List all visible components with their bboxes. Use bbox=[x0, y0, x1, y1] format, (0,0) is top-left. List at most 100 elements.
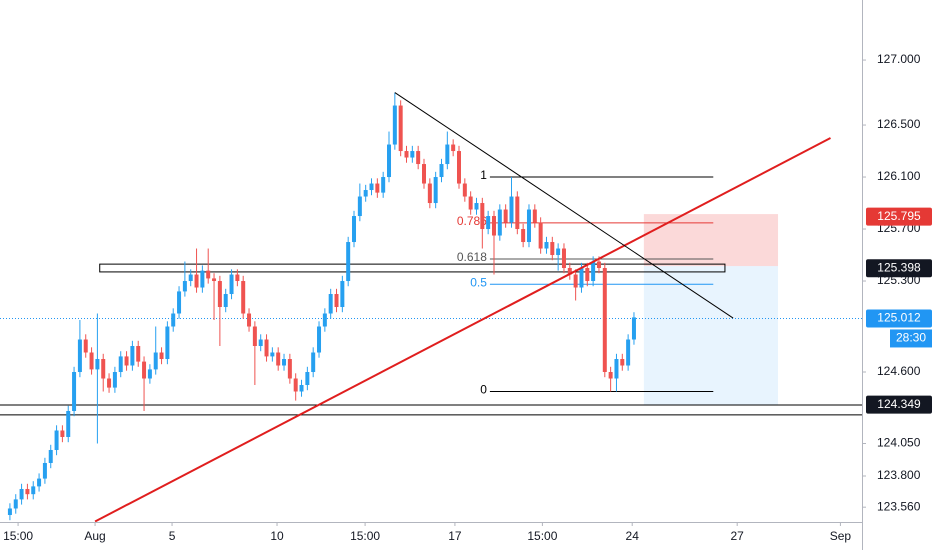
x-tick-label: Sep bbox=[830, 529, 852, 543]
candle-body bbox=[363, 190, 368, 197]
x-tick-label: 15:00 bbox=[527, 529, 557, 543]
candle-body bbox=[340, 281, 345, 308]
candle-body bbox=[544, 242, 549, 249]
candle-body bbox=[200, 270, 205, 288]
candle-body bbox=[422, 164, 427, 184]
candle-body bbox=[124, 356, 129, 366]
candle-body bbox=[66, 410, 71, 437]
price-label-box bbox=[866, 309, 932, 328]
candle-body bbox=[19, 488, 24, 500]
candle-body bbox=[381, 177, 386, 193]
candle-body bbox=[299, 385, 304, 392]
trendline bbox=[94, 137, 831, 522]
candle-body bbox=[509, 196, 514, 223]
candle-body bbox=[37, 478, 42, 487]
candle-body bbox=[328, 294, 333, 314]
candle-body bbox=[165, 326, 170, 360]
candle-body bbox=[287, 359, 292, 379]
y-tick-label: 126.100 bbox=[877, 169, 921, 183]
candle-body bbox=[107, 378, 112, 388]
candle-body bbox=[83, 339, 88, 353]
candle-body bbox=[410, 151, 415, 158]
rectangle-zone bbox=[99, 263, 726, 273]
candle-body bbox=[556, 248, 561, 256]
y-tick-label: 123.560 bbox=[877, 499, 921, 513]
candle-body bbox=[252, 326, 257, 347]
price-label-box bbox=[866, 395, 932, 414]
candle-body bbox=[258, 339, 263, 347]
candle-body bbox=[282, 359, 287, 366]
candle-body bbox=[48, 449, 53, 463]
candle-body bbox=[497, 209, 502, 236]
candle-body bbox=[235, 274, 240, 282]
candle-body bbox=[188, 274, 193, 282]
countdown-label: 28:30 bbox=[896, 331, 926, 345]
countdown-box bbox=[890, 329, 932, 348]
target-zone bbox=[643, 266, 779, 405]
candle-body bbox=[486, 216, 491, 230]
candle-body bbox=[474, 203, 479, 210]
candle-body bbox=[247, 313, 252, 327]
candle-body bbox=[433, 177, 438, 204]
candle-body bbox=[357, 196, 362, 217]
candle-body bbox=[561, 248, 566, 269]
fib-label: 0.786 bbox=[457, 214, 487, 228]
candle-body bbox=[95, 359, 100, 370]
candle-body bbox=[456, 151, 461, 184]
candle-body bbox=[398, 105, 403, 152]
candle-body bbox=[462, 183, 467, 197]
x-tick-label: 15:00 bbox=[3, 529, 33, 543]
candle-body bbox=[276, 352, 281, 366]
candle-body bbox=[579, 268, 584, 288]
candle-body bbox=[217, 281, 222, 308]
candle-body bbox=[241, 281, 246, 314]
candle-body bbox=[334, 294, 339, 308]
candle-body bbox=[206, 270, 211, 279]
candle-body bbox=[427, 183, 432, 204]
y-tick-label: 126.500 bbox=[877, 117, 921, 131]
candle-body bbox=[101, 359, 106, 379]
candle-body bbox=[375, 183, 380, 193]
candle-body bbox=[567, 268, 572, 275]
candle-body bbox=[515, 196, 520, 230]
candle-body bbox=[538, 222, 543, 249]
candle-body bbox=[352, 216, 357, 243]
candle-body bbox=[608, 372, 613, 379]
candle-body bbox=[445, 144, 450, 165]
candle-body bbox=[13, 499, 18, 509]
candle-body bbox=[153, 352, 158, 370]
candle-body bbox=[392, 105, 397, 145]
candle-body bbox=[194, 274, 199, 288]
candle-body bbox=[626, 339, 631, 366]
price-label-box bbox=[866, 259, 932, 278]
candle-body bbox=[118, 356, 123, 373]
price-label: 125.795 bbox=[877, 209, 921, 223]
candle-body bbox=[468, 196, 473, 210]
x-tick-label: 27 bbox=[731, 529, 745, 543]
candle-body bbox=[573, 274, 578, 288]
candle-body bbox=[596, 261, 601, 269]
x-tick-label: 15:00 bbox=[350, 529, 380, 543]
candle-body bbox=[77, 339, 82, 373]
candle-body bbox=[602, 268, 607, 373]
candle-body bbox=[532, 209, 537, 223]
fib-label: 1 bbox=[480, 168, 487, 182]
candle-body bbox=[264, 339, 269, 357]
candle-body bbox=[293, 378, 298, 392]
candle-body bbox=[480, 203, 485, 230]
candle-body bbox=[229, 274, 234, 295]
plot-area: 1 0.786 0.618 0.5 0 bbox=[0, 92, 862, 522]
candle-body bbox=[305, 372, 310, 386]
y-tick-label: 124.050 bbox=[877, 436, 921, 450]
candle-body bbox=[60, 430, 65, 437]
candle-body bbox=[25, 488, 30, 495]
candle-body bbox=[130, 346, 135, 366]
candle-body bbox=[416, 151, 421, 165]
candle-body bbox=[322, 313, 327, 327]
candle-body bbox=[526, 209, 531, 243]
fib-label: 0 bbox=[480, 383, 487, 397]
candle-body bbox=[620, 359, 625, 366]
price-label: 124.349 bbox=[877, 397, 921, 411]
candle-body bbox=[491, 216, 496, 236]
